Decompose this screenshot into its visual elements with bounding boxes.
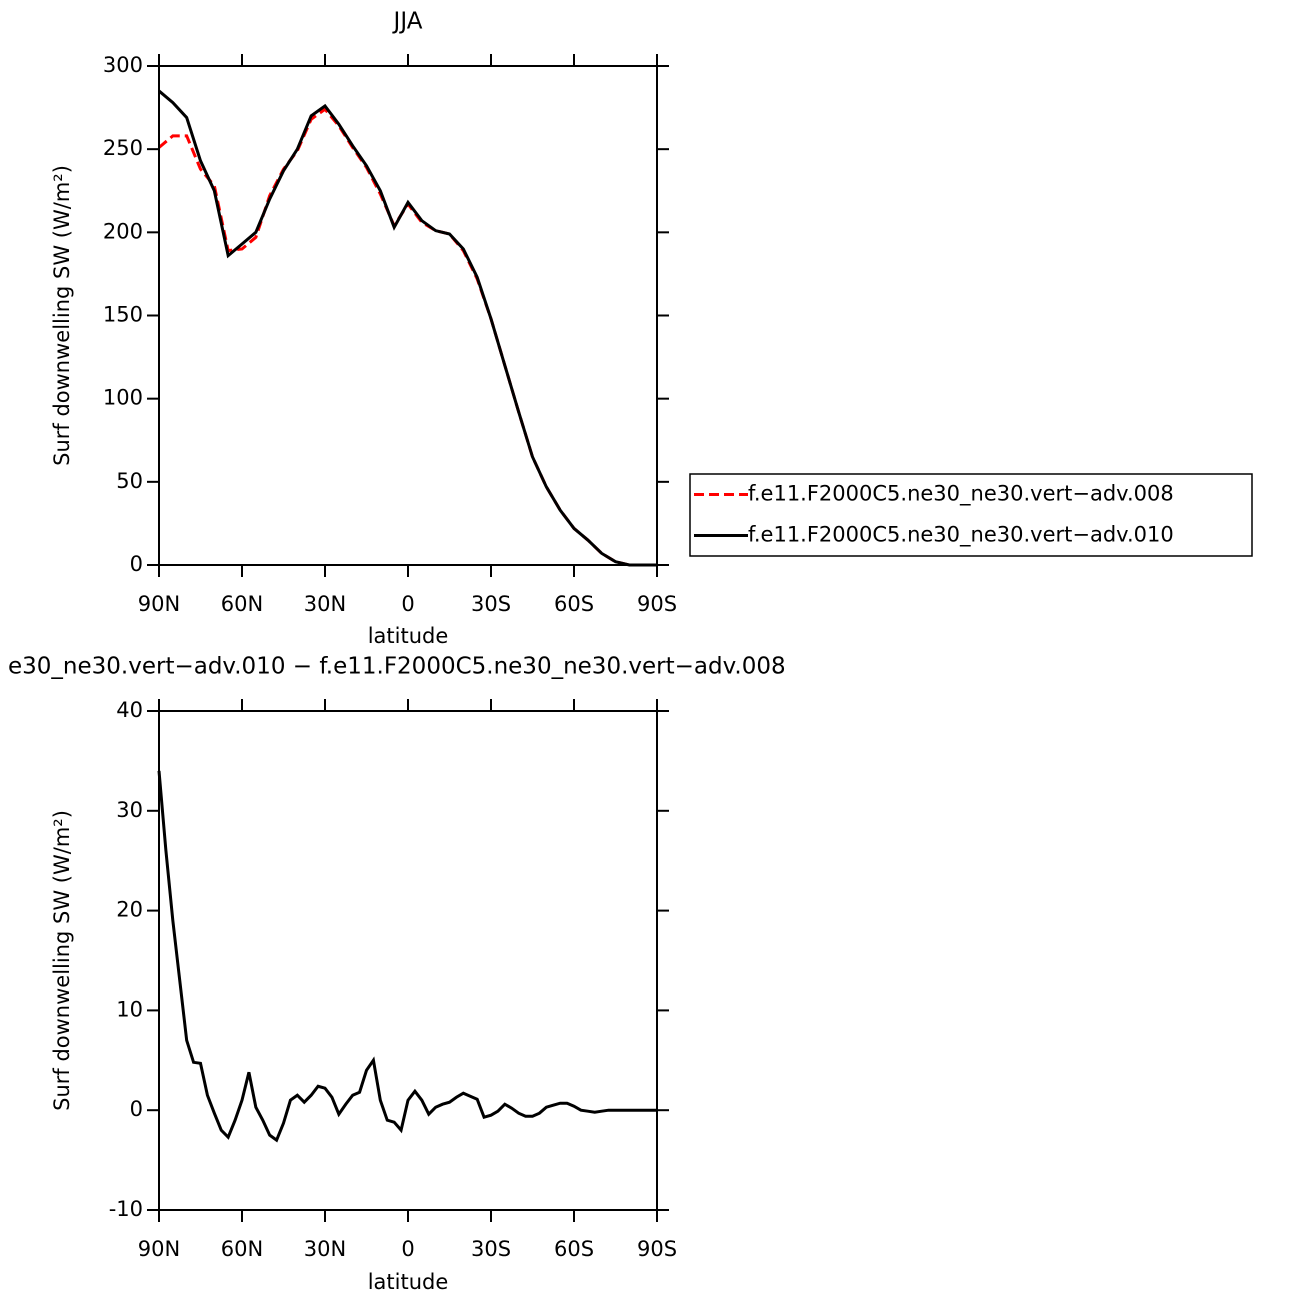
y-tick-label: -10 [109, 1197, 143, 1221]
y-tick-label: 0 [130, 1097, 143, 1121]
y-tick-label: 50 [116, 469, 143, 493]
y-tick-label: 200 [103, 219, 143, 243]
y-tick-label: 40 [116, 698, 143, 722]
x-tick-label: 30S [471, 592, 511, 616]
x-tick-label: 90N [138, 1237, 180, 1261]
x-tick-label: 0 [401, 592, 414, 616]
legend-label: f.e11.F2000C5.ne30_ne30.vert−adv.010 [748, 523, 1174, 548]
x-tick-label: 60S [554, 1237, 594, 1261]
y-tick-label: 300 [103, 53, 143, 77]
x-tick-label: 90S [637, 1237, 677, 1261]
chart-title: e30_ne30.vert−adv.010 − f.e11.F2000C5.ne… [8, 654, 786, 680]
y-tick-label: 10 [116, 997, 143, 1021]
x-tick-label: 0 [401, 1237, 414, 1261]
data-line [157, 770, 657, 1143]
x-tick-label: 60N [221, 1237, 263, 1261]
data-line [158, 107, 657, 567]
chart-title: JJA [392, 9, 423, 35]
x-axis-label: latitude [368, 1270, 449, 1294]
x-tick-label: 60N [221, 592, 263, 616]
legend-label: f.e11.F2000C5.ne30_ne30.vert−adv.008 [748, 482, 1174, 507]
x-tick-label: 90S [637, 592, 677, 616]
legend-box [689, 473, 1253, 557]
plot-frame [158, 710, 658, 1211]
y-axis-label: Surf downwelling SW (W/m²) [50, 165, 74, 466]
x-tick-label: 60S [554, 592, 594, 616]
x-tick-label: 30S [471, 1237, 511, 1261]
x-axis-label: latitude [368, 624, 449, 648]
y-tick-label: 0 [130, 552, 143, 576]
y-tick-label: 100 [103, 386, 143, 410]
y-tick-label: 150 [103, 303, 143, 327]
y-tick-label: 250 [103, 136, 143, 160]
y-tick-label: 20 [116, 898, 143, 922]
x-tick-label: 90N [138, 592, 180, 616]
plot-frame [158, 65, 658, 566]
y-tick-label: 30 [116, 798, 143, 822]
y-axis-label: Surf downwelling SW (W/m²) [50, 810, 74, 1111]
data-line [158, 89, 657, 567]
x-tick-label: 30N [304, 592, 346, 616]
x-tick-label: 30N [304, 1237, 346, 1261]
